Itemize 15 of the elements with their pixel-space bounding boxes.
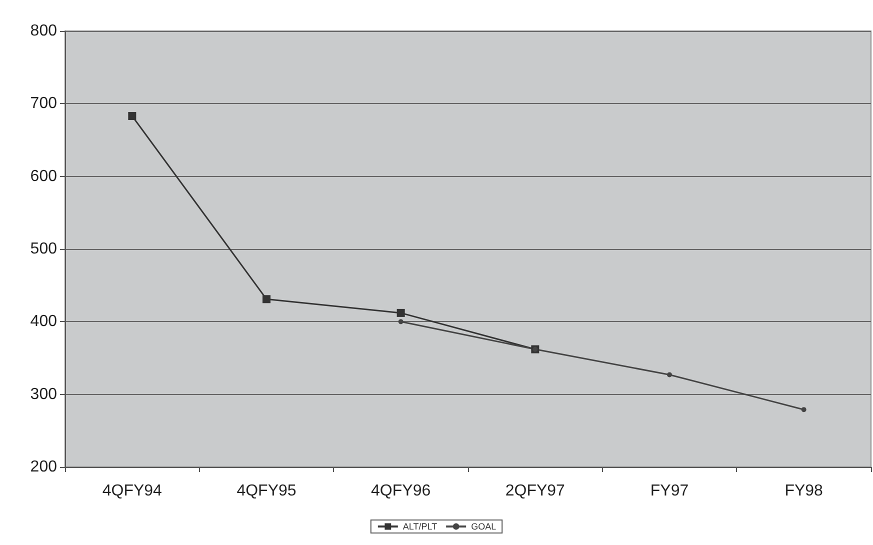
y-tick-label: 800 bbox=[30, 22, 58, 40]
legend-label: GOAL bbox=[471, 522, 496, 532]
y-tick-label: 400 bbox=[30, 313, 58, 330]
y-tick-label: 200 bbox=[30, 458, 58, 476]
y-tick-label: 500 bbox=[30, 240, 58, 258]
x-tick-label: 4QFY96 bbox=[371, 482, 431, 500]
y-tick-label: 600 bbox=[30, 168, 58, 185]
y-tick-label: 300 bbox=[30, 386, 58, 403]
x-tick-label: 4QFY95 bbox=[236, 482, 296, 500]
y-tick-label: 700 bbox=[30, 95, 58, 112]
x-tick-label: 2QFY97 bbox=[505, 482, 566, 500]
legend-label: ALT/PLT bbox=[402, 522, 438, 532]
x-tick-label: FY98 bbox=[784, 482, 824, 500]
x-tick-label: 4QFY94 bbox=[102, 482, 162, 500]
x-tick-label: FY97 bbox=[650, 482, 689, 500]
